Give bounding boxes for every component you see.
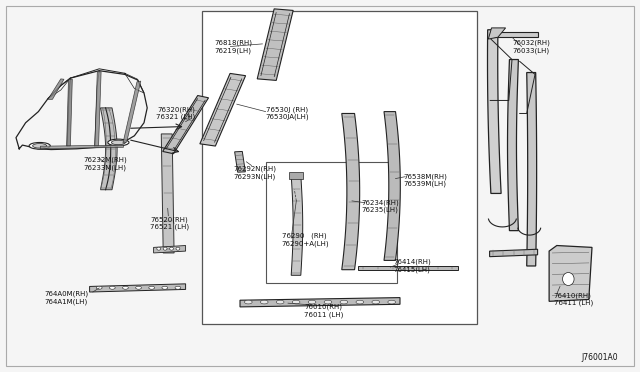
- Polygon shape: [490, 32, 538, 37]
- Text: 764A0M(RH)
764A1M(LH): 764A0M(RH) 764A1M(LH): [45, 291, 89, 305]
- Text: 76032(RH)
76033(LH): 76032(RH) 76033(LH): [512, 39, 550, 54]
- Text: 76290   (RH)
76290+A(LH): 76290 (RH) 76290+A(LH): [282, 233, 329, 247]
- Polygon shape: [358, 266, 458, 270]
- Polygon shape: [490, 249, 538, 257]
- Ellipse shape: [372, 300, 380, 304]
- Ellipse shape: [109, 286, 115, 289]
- Ellipse shape: [157, 247, 161, 250]
- Polygon shape: [163, 96, 209, 154]
- Polygon shape: [67, 79, 72, 146]
- Bar: [289, 172, 303, 179]
- Text: 76320(RH)
76321 (LH): 76320(RH) 76321 (LH): [156, 106, 196, 121]
- Polygon shape: [100, 108, 117, 190]
- Ellipse shape: [388, 300, 396, 304]
- Text: 76414(RH)
76415(LH): 76414(RH) 76415(LH): [394, 259, 431, 273]
- Ellipse shape: [244, 300, 252, 304]
- Polygon shape: [488, 30, 501, 193]
- Ellipse shape: [292, 300, 300, 304]
- Polygon shape: [90, 284, 186, 292]
- Ellipse shape: [162, 286, 168, 289]
- Text: 76530J (RH)
76530JA(LH): 76530J (RH) 76530JA(LH): [266, 106, 309, 121]
- Text: 76520(RH)
76521 (LH): 76520(RH) 76521 (LH): [150, 216, 189, 230]
- Polygon shape: [240, 298, 400, 307]
- Ellipse shape: [123, 286, 128, 289]
- Polygon shape: [342, 113, 360, 270]
- Polygon shape: [200, 73, 246, 146]
- Polygon shape: [257, 9, 293, 80]
- Text: 76410(RH)
76411 (LH): 76410(RH) 76411 (LH): [554, 292, 593, 307]
- Text: 76232M(RH)
76233M(LH): 76232M(RH) 76233M(LH): [83, 157, 127, 171]
- Polygon shape: [154, 246, 186, 253]
- Text: J76001A0: J76001A0: [581, 353, 618, 362]
- Ellipse shape: [108, 139, 129, 146]
- Ellipse shape: [97, 286, 102, 289]
- Polygon shape: [95, 72, 101, 147]
- Bar: [202, 11, 477, 324]
- Polygon shape: [291, 175, 303, 275]
- Ellipse shape: [163, 247, 167, 250]
- Polygon shape: [123, 81, 141, 143]
- Text: 76818(RH)
76219(LH): 76818(RH) 76219(LH): [214, 39, 252, 54]
- Ellipse shape: [176, 247, 180, 250]
- Ellipse shape: [340, 300, 348, 304]
- Ellipse shape: [175, 286, 181, 289]
- Ellipse shape: [111, 140, 125, 145]
- Text: 76292N(RH)
76293N(LH): 76292N(RH) 76293N(LH): [234, 166, 276, 180]
- Polygon shape: [161, 134, 174, 253]
- Ellipse shape: [149, 286, 155, 289]
- Ellipse shape: [29, 142, 51, 149]
- Ellipse shape: [260, 300, 268, 304]
- Polygon shape: [549, 246, 592, 301]
- Text: 76234(RH)
76235(LH): 76234(RH) 76235(LH): [362, 199, 399, 214]
- Polygon shape: [384, 112, 400, 260]
- Text: 76010(RH)
76011 (LH): 76010(RH) 76011 (LH): [304, 304, 344, 318]
- Ellipse shape: [356, 300, 364, 304]
- Ellipse shape: [33, 144, 47, 148]
- Polygon shape: [40, 145, 124, 149]
- Ellipse shape: [563, 272, 574, 286]
- Polygon shape: [235, 151, 245, 172]
- Ellipse shape: [276, 300, 284, 304]
- Polygon shape: [527, 73, 536, 266]
- Polygon shape: [488, 28, 506, 39]
- Text: 76538M(RH)
76539M(LH): 76538M(RH) 76539M(LH): [403, 173, 447, 187]
- Polygon shape: [508, 60, 518, 231]
- Ellipse shape: [136, 286, 141, 289]
- Bar: [266, 162, 397, 283]
- Ellipse shape: [170, 247, 173, 250]
- Polygon shape: [48, 79, 64, 99]
- Ellipse shape: [308, 300, 316, 304]
- Ellipse shape: [324, 300, 332, 304]
